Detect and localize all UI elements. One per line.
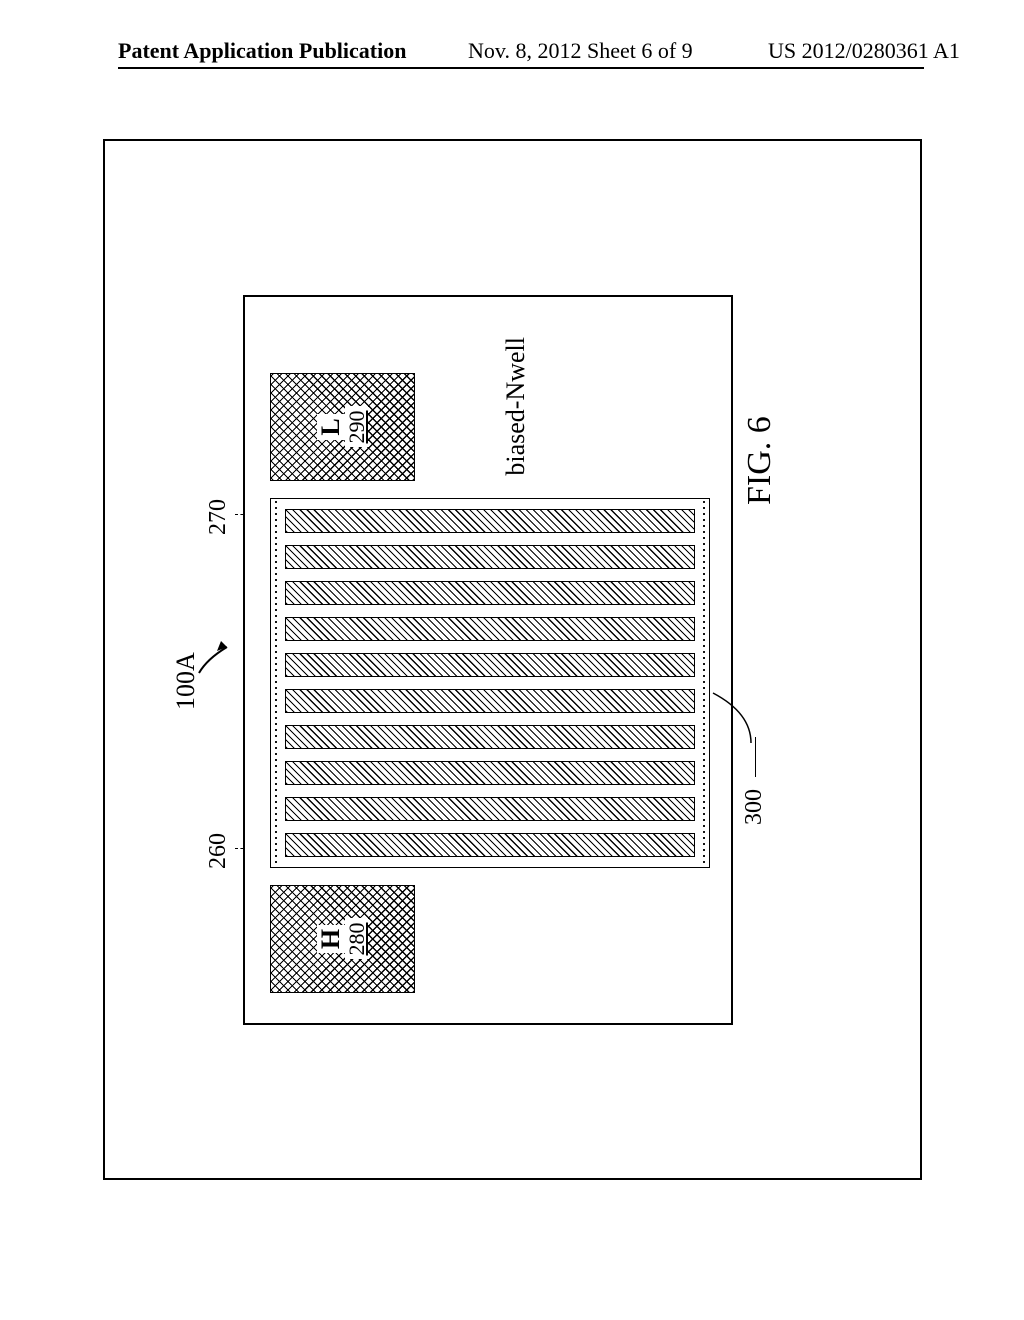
finger [285, 761, 695, 785]
callout-270-text: 270 [205, 499, 231, 535]
terminal-l-label: L [317, 414, 344, 439]
finger [285, 725, 695, 749]
header-rule [118, 67, 924, 69]
header-publication: Patent Application Publication [118, 38, 406, 64]
page-header: Patent Application Publication Nov. 8, 2… [0, 0, 1024, 60]
page-frame: 260 270 100A H 280 [103, 139, 922, 1180]
header-date-sheet: Nov. 8, 2012 Sheet 6 of 9 [468, 38, 693, 64]
finger [285, 509, 695, 533]
finger-block [270, 498, 710, 868]
callout-260-text: 260 [205, 833, 231, 869]
figure-rotated-wrap: 260 270 100A H 280 [243, 295, 783, 1025]
arrow-100a [195, 637, 235, 677]
finger [285, 833, 695, 857]
callout-260: 260 [205, 833, 232, 869]
finger-block-top-dots [273, 501, 279, 865]
header-pubnumber: US 2012/0280361 A1 [768, 38, 960, 64]
terminal-h: H 280 [270, 885, 415, 993]
leader-300-arc [709, 673, 757, 743]
finger [285, 653, 695, 677]
ref-300-text: 300 [741, 789, 767, 825]
terminal-h-label: H [317, 924, 344, 952]
fingers-container [285, 509, 695, 857]
terminal-h-ref: 280 [344, 918, 367, 959]
ref-300: 300 [741, 737, 768, 825]
nwell-box: H 280 L 290 biased-Nwell [243, 295, 733, 1025]
finger [285, 797, 695, 821]
finger [285, 617, 695, 641]
figure-caption: FIG. 6 [741, 416, 779, 505]
finger [285, 581, 695, 605]
finger [285, 689, 695, 713]
figure-caption-text: FIG. 6 [741, 416, 779, 505]
nwell-label-text: biased-Nwell [501, 337, 530, 476]
finger [285, 545, 695, 569]
terminal-l: L 290 [270, 373, 415, 481]
finger-block-bottom-dots [701, 501, 707, 865]
terminal-l-ref: 290 [344, 406, 367, 447]
figure: 260 270 100A H 280 [243, 295, 783, 1025]
callout-270: 270 [205, 499, 232, 535]
nwell-label: biased-Nwell [501, 337, 531, 476]
